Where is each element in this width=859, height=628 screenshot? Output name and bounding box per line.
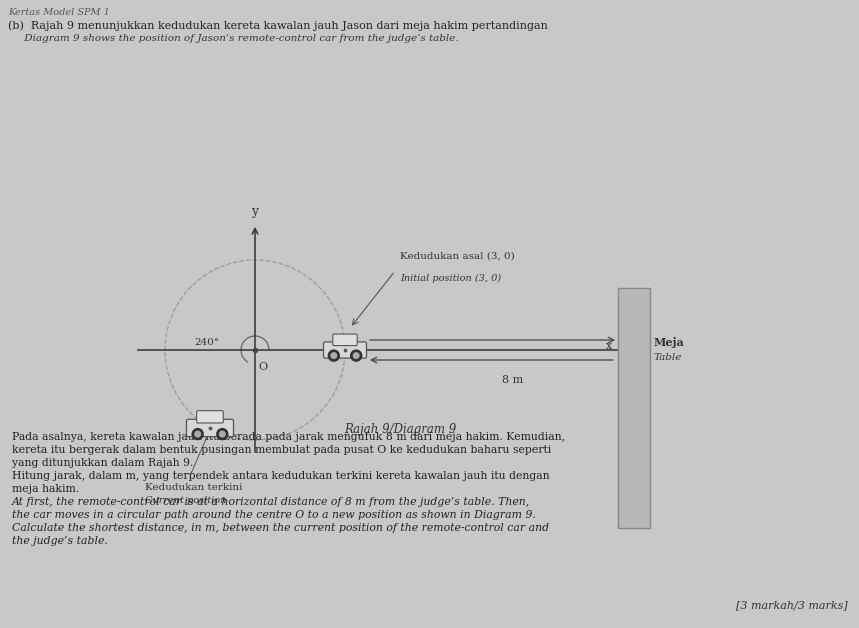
Text: Rajah 9/Diagram 9: Rajah 9/Diagram 9 <box>344 423 456 436</box>
Circle shape <box>220 431 225 437</box>
FancyBboxPatch shape <box>324 342 367 358</box>
Text: 240°: 240° <box>194 338 219 347</box>
Circle shape <box>195 431 200 437</box>
Text: Current position: Current position <box>145 496 227 505</box>
Text: Table: Table <box>654 352 682 362</box>
Text: Initial position (3, 0): Initial position (3, 0) <box>400 274 501 283</box>
Text: 8 m: 8 m <box>502 375 523 385</box>
Text: Kedudukan asal (3, 0): Kedudukan asal (3, 0) <box>400 252 515 261</box>
Bar <box>618 288 650 528</box>
Text: the judge’s table.: the judge’s table. <box>12 536 108 546</box>
Text: O: O <box>258 362 267 372</box>
Text: yang ditunjukkan dalam Rajah 9.: yang ditunjukkan dalam Rajah 9. <box>12 458 193 468</box>
Text: Calculate the shortest distance, in m, between the current position of the remot: Calculate the shortest distance, in m, b… <box>12 523 549 533</box>
Text: kereta itu bergerak dalam bentuk pusingan membulat pada pusat O ke kedudukan bah: kereta itu bergerak dalam bentuk pusinga… <box>12 445 551 455</box>
FancyBboxPatch shape <box>332 334 357 345</box>
Text: Hitung jarak, dalam m, yang terpendek antara kedudukan terkini kereta kawalan ja: Hitung jarak, dalam m, yang terpendek an… <box>12 471 550 481</box>
Text: Kertas Model SPM 1: Kertas Model SPM 1 <box>8 8 110 17</box>
Text: x: x <box>606 341 612 351</box>
Text: y: y <box>252 205 259 218</box>
Circle shape <box>216 428 228 440</box>
Circle shape <box>328 350 339 361</box>
Text: the car moves in a circular path around the centre O to a new position as shown : the car moves in a circular path around … <box>12 510 536 520</box>
Text: meja hakim.: meja hakim. <box>12 484 79 494</box>
FancyBboxPatch shape <box>186 420 234 436</box>
Circle shape <box>353 353 359 359</box>
Text: At first, the remote-control car is at a horizontal distance of 8 m from the jud: At first, the remote-control car is at a… <box>12 497 530 507</box>
Circle shape <box>350 350 362 361</box>
Circle shape <box>331 353 337 359</box>
Circle shape <box>192 428 204 440</box>
Text: Meja: Meja <box>654 337 685 349</box>
Text: Pada asalnya, kereta kawalan jauh itu berada pada jarak mengufuk 8 m dari meja h: Pada asalnya, kereta kawalan jauh itu be… <box>12 432 565 442</box>
FancyBboxPatch shape <box>197 411 223 423</box>
Text: (b)  Rajah 9 menunjukkan kedudukan kereta kawalan jauh Jason dari meja hakim per: (b) Rajah 9 menunjukkan kedudukan kereta… <box>8 20 548 31</box>
Text: Diagram 9 shows the position of Jason’s remote-control car from the judge’s tabl: Diagram 9 shows the position of Jason’s … <box>8 34 459 43</box>
Text: Kedudukan terkini: Kedudukan terkini <box>145 483 242 492</box>
Text: [3 markah/3 marks]: [3 markah/3 marks] <box>736 600 848 610</box>
